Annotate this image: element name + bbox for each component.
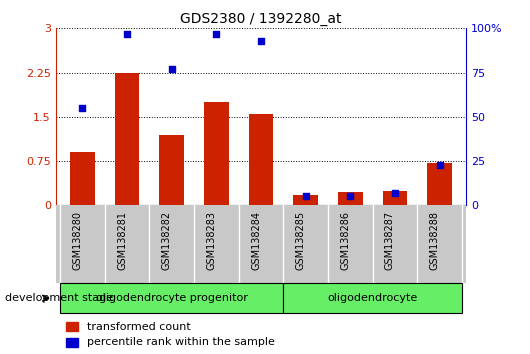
Bar <box>66 322 78 331</box>
Text: GSM138282: GSM138282 <box>162 211 172 270</box>
Point <box>167 66 176 72</box>
Text: GSM138281: GSM138281 <box>117 211 127 270</box>
Bar <box>383 190 407 205</box>
Bar <box>60 283 284 313</box>
Text: GSM138286: GSM138286 <box>340 211 350 270</box>
Text: GSM138283: GSM138283 <box>206 211 216 270</box>
Point <box>257 38 266 44</box>
Point <box>123 31 131 36</box>
Text: GSM138280: GSM138280 <box>73 211 83 270</box>
Bar <box>284 283 462 313</box>
Point <box>391 190 399 196</box>
Point <box>346 194 355 199</box>
Bar <box>160 135 184 205</box>
Bar <box>115 73 139 205</box>
Point <box>302 194 310 199</box>
Bar <box>338 192 363 205</box>
Text: oligodendrocyte progenitor: oligodendrocyte progenitor <box>96 293 248 303</box>
Text: GSM138287: GSM138287 <box>385 211 395 270</box>
Text: percentile rank within the sample: percentile rank within the sample <box>87 337 275 348</box>
Point <box>212 31 220 36</box>
Bar <box>204 102 228 205</box>
Bar <box>66 338 78 347</box>
Text: GSM138284: GSM138284 <box>251 211 261 270</box>
Text: development stage: development stage <box>5 293 113 303</box>
Point <box>435 162 444 167</box>
Point <box>78 105 87 111</box>
Bar <box>70 152 95 205</box>
Text: GSM138285: GSM138285 <box>296 211 306 270</box>
Bar <box>427 163 452 205</box>
Bar <box>249 114 273 205</box>
Bar <box>294 195 318 205</box>
Title: GDS2380 / 1392280_at: GDS2380 / 1392280_at <box>180 12 342 26</box>
Text: transformed count: transformed count <box>87 321 190 332</box>
Text: oligodendrocyte: oligodendrocyte <box>328 293 418 303</box>
Text: GSM138288: GSM138288 <box>430 211 439 270</box>
